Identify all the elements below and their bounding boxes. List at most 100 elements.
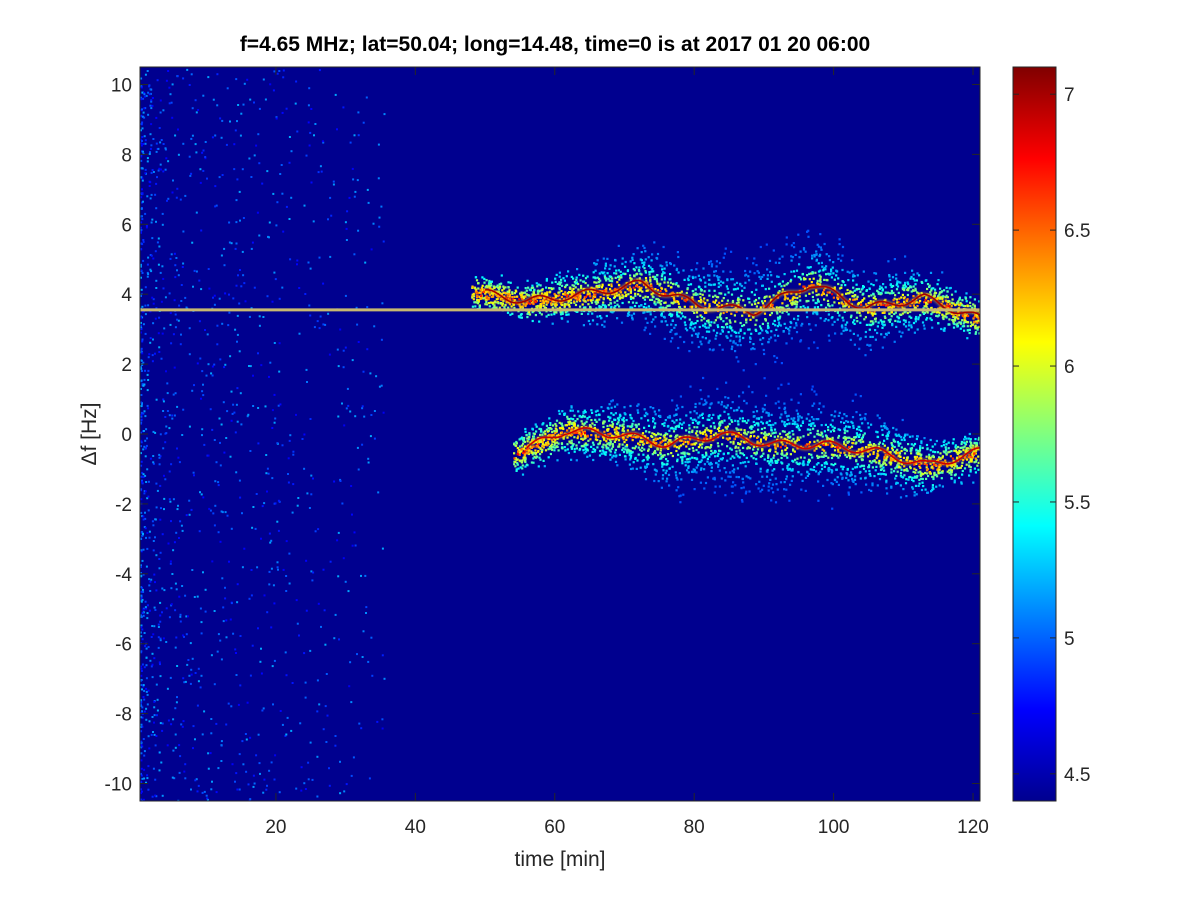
trace-cell <box>571 289 574 292</box>
noise-speckle <box>153 606 156 609</box>
trace-cell <box>917 457 920 460</box>
trace-cell <box>856 320 859 323</box>
noise-speckle <box>149 337 152 340</box>
noise-speckle <box>154 193 157 196</box>
trace-cell <box>536 296 539 299</box>
trace-cell <box>852 286 855 289</box>
noise-speckle <box>201 434 203 437</box>
noise-speckle <box>141 383 144 386</box>
noise-speckle <box>174 609 177 612</box>
trace-cell <box>663 267 666 270</box>
noise-speckle <box>246 78 249 81</box>
trace-cell <box>507 306 510 309</box>
noise-speckle <box>239 392 242 395</box>
trace-cell <box>745 456 748 459</box>
noise-speckle <box>143 135 146 138</box>
trace-cell <box>598 413 601 416</box>
trace-cell <box>515 469 518 472</box>
noise-speckle <box>214 185 217 188</box>
noise-speckle <box>140 572 142 574</box>
trace-cell <box>712 295 715 298</box>
trace-cell <box>694 293 698 296</box>
trace-cell <box>575 297 578 300</box>
noise-speckle <box>153 706 156 709</box>
trace-cell <box>721 330 724 333</box>
noise-speckle <box>218 417 221 420</box>
noise-speckle <box>159 433 162 436</box>
noise-speckle <box>308 507 311 509</box>
trace-cell <box>947 447 950 450</box>
trace-cell <box>693 311 696 314</box>
noise-speckle <box>310 181 313 184</box>
noise-speckle <box>367 457 370 460</box>
trace-cell <box>967 321 970 324</box>
noise-speckle <box>184 777 187 780</box>
trace-cell <box>600 305 603 309</box>
trace-cell <box>931 311 934 314</box>
trace-cell <box>795 426 798 429</box>
trace-cell <box>608 444 611 447</box>
noise-speckle <box>337 415 340 418</box>
trace-cell <box>520 295 523 298</box>
trace-cell <box>728 416 731 419</box>
trace-cell <box>627 301 630 304</box>
trace-cell <box>767 412 770 415</box>
trace-cell <box>603 274 606 277</box>
trace-cell <box>926 317 929 320</box>
trace-cell <box>592 291 595 294</box>
trace-cell <box>495 285 498 288</box>
trace-cell <box>524 304 527 308</box>
noise-speckle <box>216 104 219 107</box>
trace-cell <box>654 288 657 291</box>
trace-cell <box>532 293 535 296</box>
trace-cell <box>853 478 857 481</box>
noise-speckle <box>224 292 227 295</box>
trace-cell <box>773 319 776 322</box>
trace-cell <box>566 429 569 432</box>
trace-cell <box>971 453 974 456</box>
trace-cell <box>669 312 672 315</box>
trace-cell <box>859 441 862 444</box>
trace-cell <box>625 443 629 447</box>
trace-cell <box>715 295 718 299</box>
noise-speckle <box>211 136 214 139</box>
trace-cell <box>530 301 533 304</box>
trace-cell <box>473 301 476 304</box>
noise-speckle <box>341 402 343 405</box>
trace-cell <box>565 295 568 298</box>
trace-cell <box>730 448 733 451</box>
noise-speckle <box>150 144 153 147</box>
trace-cell <box>639 448 642 451</box>
trace-cell <box>518 316 521 319</box>
noise-speckle <box>148 93 151 96</box>
trace-cell <box>649 276 652 279</box>
noise-speckle <box>140 415 143 418</box>
trace-cell <box>703 290 706 293</box>
noise-speckle <box>141 471 144 474</box>
trace-cell <box>492 303 495 306</box>
trace-cell <box>573 301 576 304</box>
trace-cell <box>827 303 830 306</box>
trace-cell <box>888 274 891 277</box>
trace-cell <box>863 416 866 419</box>
noise-speckle <box>239 684 242 687</box>
noise-speckle <box>218 297 221 300</box>
trace-cell <box>551 281 554 284</box>
trace-cell <box>766 277 769 280</box>
trace-cell <box>681 405 684 409</box>
trace-cell <box>575 276 578 279</box>
noise-speckle <box>140 123 143 125</box>
trace-cell <box>594 301 597 304</box>
trace-cell <box>840 302 843 305</box>
noise-speckle <box>142 738 145 740</box>
trace-cell <box>548 291 551 294</box>
trace-cell <box>602 443 605 446</box>
trace-cell <box>515 290 518 293</box>
noise-speckle <box>236 178 239 181</box>
noise-speckle <box>151 716 154 718</box>
noise-speckle <box>141 663 144 666</box>
trace-cell <box>802 305 805 308</box>
trace-cell <box>897 291 900 294</box>
trace-cell <box>802 285 805 288</box>
noise-speckle <box>220 510 223 513</box>
